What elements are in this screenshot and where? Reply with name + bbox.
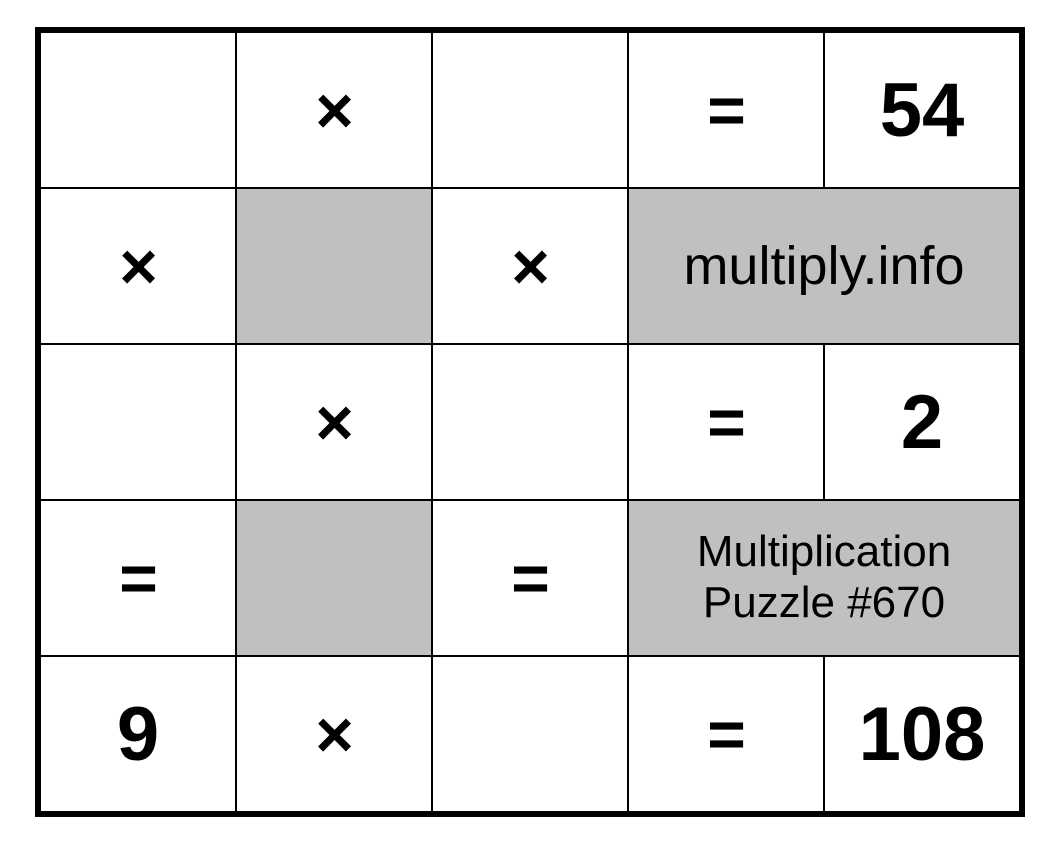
cell-operator: × [432, 188, 628, 344]
puzzle-grid: × = 54 × × multiply.info × [35, 27, 1025, 817]
cell-result: 108 [824, 656, 1020, 812]
value: 108 [859, 692, 986, 777]
table-row: = = Multiplication Puzzle #670 [40, 500, 1020, 656]
cell-operator: × [236, 32, 432, 188]
times-symbol: × [315, 697, 353, 771]
cell-blank [40, 32, 236, 188]
title-cell: Multiplication Puzzle #670 [628, 500, 1020, 656]
cell-equals: = [628, 32, 824, 188]
times-symbol: × [315, 385, 353, 459]
equals-symbol: = [119, 541, 157, 615]
cell-result: 2 [824, 344, 1020, 500]
cell-blank [432, 32, 628, 188]
cell-shaded [236, 188, 432, 344]
cell-shaded [236, 500, 432, 656]
puzzle-title: Multiplication Puzzle #670 [629, 527, 1019, 628]
value: 54 [880, 68, 965, 153]
cell-value: 9 [40, 656, 236, 812]
brand-cell: multiply.info [628, 188, 1020, 344]
title-line-2: Puzzle #670 [703, 578, 945, 627]
equals-symbol: = [511, 541, 549, 615]
times-symbol: × [119, 229, 157, 303]
value: 9 [117, 692, 159, 777]
title-line-1: Multiplication [697, 527, 951, 576]
value: 2 [901, 380, 943, 465]
cell-operator: × [40, 188, 236, 344]
times-symbol: × [315, 73, 353, 147]
cell-operator: × [236, 344, 432, 500]
table-row: 9 × = 108 [40, 656, 1020, 812]
equals-symbol: = [707, 385, 745, 459]
puzzle-table: × = 54 × × multiply.info × [39, 31, 1021, 813]
equals-symbol: = [707, 697, 745, 771]
cell-equals: = [40, 500, 236, 656]
table-row: × = 2 [40, 344, 1020, 500]
cell-equals: = [432, 500, 628, 656]
brand-label: multiply.info [683, 236, 964, 296]
equals-symbol: = [707, 73, 745, 147]
cell-blank [432, 656, 628, 812]
cell-equals: = [628, 656, 824, 812]
table-row: × = 54 [40, 32, 1020, 188]
cell-equals: = [628, 344, 824, 500]
cell-blank [40, 344, 236, 500]
cell-result: 54 [824, 32, 1020, 188]
table-row: × × multiply.info [40, 188, 1020, 344]
cell-operator: × [236, 656, 432, 812]
times-symbol: × [511, 229, 549, 303]
cell-blank [432, 344, 628, 500]
